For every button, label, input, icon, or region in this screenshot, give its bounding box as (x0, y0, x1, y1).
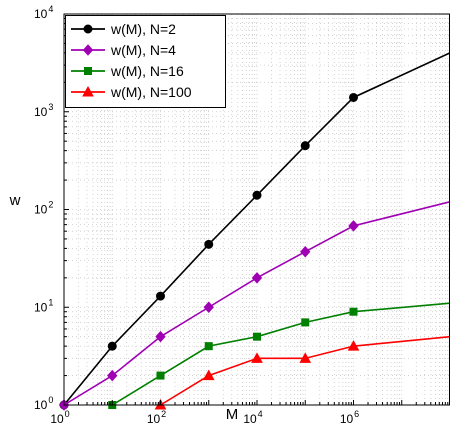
series-line (160, 335, 450, 406)
data-point (202, 369, 215, 381)
legend-label: w(M), N=100 (110, 84, 192, 100)
legend-item: w(M), N=16 (71, 63, 184, 79)
y-tick-label: 104 (34, 4, 53, 21)
x-tick-label: 104 (243, 409, 262, 426)
data-point (300, 141, 310, 151)
y-axis-label: w (9, 192, 21, 209)
legend-label: w(M), N=2 (110, 21, 176, 37)
data-point (107, 369, 118, 382)
data-point (107, 341, 117, 351)
data-point (347, 340, 360, 351)
legend-item: w(M), N=4 (71, 42, 176, 58)
y-tick-label: 102 (34, 200, 53, 217)
data-point (252, 190, 262, 200)
legend-label: w(M), N=16 (110, 63, 184, 79)
series-2 (58, 200, 450, 411)
y-tick-label: 100 (34, 395, 53, 412)
data-point (156, 291, 165, 301)
data-point (349, 307, 358, 316)
legend-item: w(M), N=2 (71, 21, 176, 37)
data-point (204, 239, 214, 249)
data-point (348, 220, 359, 232)
legend-marker (84, 67, 92, 75)
data-point (156, 371, 165, 380)
data-point (349, 92, 358, 102)
series-line (63, 200, 450, 406)
axis-ticks: 100 102 104 106 100 101 102 103 104 (34, 4, 450, 426)
data-point (300, 245, 311, 258)
y-tick-label: 103 (34, 102, 53, 119)
x-tick-label: 100 (50, 409, 69, 426)
legend-marker (82, 44, 94, 56)
legend-item: w(M), N=100 (71, 84, 192, 100)
x-axis-label: M (226, 406, 239, 423)
data-point (299, 352, 312, 363)
legend-marker (82, 85, 94, 97)
series-lines (58, 52, 450, 411)
data-point (251, 272, 263, 284)
x-tick-label: 106 (340, 409, 359, 426)
data-point (204, 342, 213, 351)
data-point (155, 330, 166, 343)
legend: w(M), N=2 w(M), N=4 w(M), N=16 w(M), N=100 (65, 15, 226, 108)
legend-marker (83, 24, 93, 34)
legend-label: w(M), N=4 (110, 42, 176, 58)
x-tick-label: 102 (147, 409, 166, 426)
data-point (203, 301, 214, 313)
data-point (301, 318, 310, 327)
series-line (63, 52, 450, 406)
data-point (251, 352, 263, 363)
series-3 (108, 302, 450, 409)
data-point (253, 332, 261, 341)
y-tick-label: 101 (34, 297, 53, 314)
